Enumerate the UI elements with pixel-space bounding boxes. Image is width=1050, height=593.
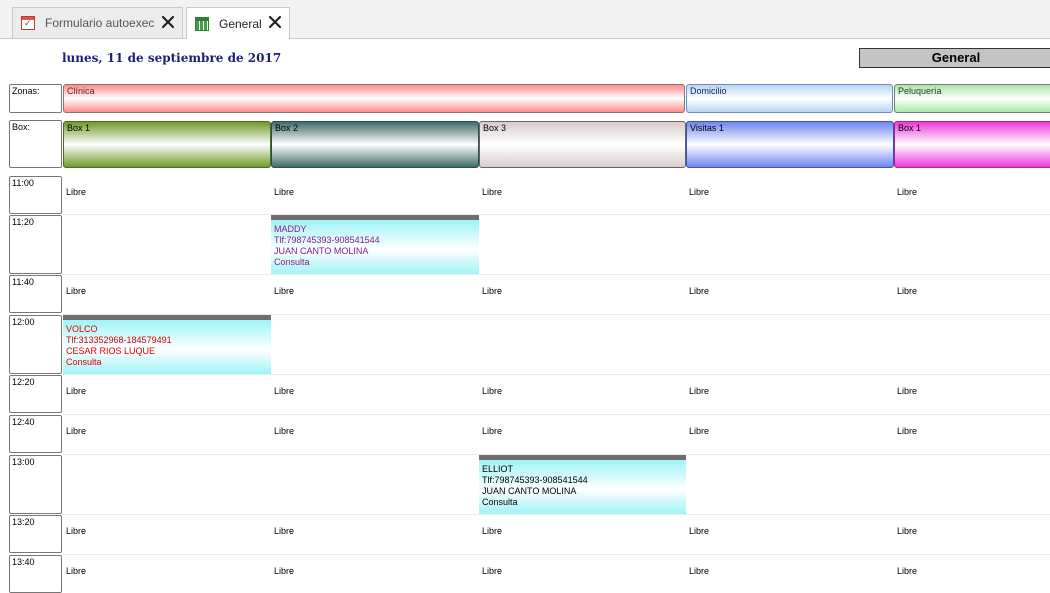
free-slot[interactable]: Libre (897, 566, 918, 576)
free-slot[interactable]: Libre (482, 526, 503, 536)
grid-table-icon (195, 16, 209, 31)
appointment-phone: Tlf:313352968-184579491 (66, 335, 172, 345)
free-slot[interactable]: Libre (897, 286, 918, 296)
zone-domicilio[interactable]: Domicilio (686, 84, 893, 113)
row-separator (63, 414, 1050, 415)
row-separator (63, 554, 1050, 555)
tab-bar: Formulario autoexec General (0, 0, 1050, 39)
free-slot[interactable]: Libre (482, 286, 503, 296)
appointment-professional: CESAR RIOS LUQUE (66, 346, 156, 356)
free-slot[interactable]: Libre (897, 386, 918, 396)
time-slot-label: 11:00 (9, 176, 62, 214)
row-separator (63, 374, 1050, 375)
row-separator (63, 214, 1050, 215)
close-icon[interactable] (268, 15, 282, 29)
free-slot[interactable]: Libre (897, 526, 918, 536)
row-separator (63, 314, 1050, 315)
row-separator (63, 514, 1050, 515)
box-header-visitas1[interactable]: Visitas 1 (686, 121, 894, 168)
free-slot[interactable]: Libre (66, 526, 87, 536)
free-slot[interactable]: Libre (274, 187, 295, 197)
free-slot[interactable]: Libre (689, 286, 710, 296)
free-slot[interactable]: Libre (897, 187, 918, 197)
zone-clinica[interactable]: Clínica (63, 84, 685, 113)
time-slot-label: 12:20 (9, 375, 62, 413)
free-slot[interactable]: Libre (274, 286, 295, 296)
time-slot-label: 13:20 (9, 515, 62, 553)
appointment-patient-name: ELLIOT (482, 464, 514, 474)
box-header-box3[interactable]: Box 3 (479, 121, 686, 168)
free-slot[interactable]: Libre (689, 566, 710, 576)
appointment-patient-name: MADDY (274, 224, 307, 234)
appointment-type: Consulta (482, 497, 518, 507)
appointment-card[interactable]: ELLIOT Tlf:798745393-908541544 JUAN CANTO … (479, 455, 686, 514)
free-slot[interactable]: Libre (689, 426, 710, 436)
free-slot[interactable]: Libre (66, 566, 87, 576)
appointment-card[interactable]: VOLCO Tlf:313352968-184579491 CESAR RIOS L… (63, 315, 271, 374)
free-slot[interactable]: Libre (689, 386, 710, 396)
row-separator (63, 274, 1050, 275)
time-slot-label: 11:40 (9, 275, 62, 313)
free-slot[interactable]: Libre (274, 386, 295, 396)
tab-formulario-autoexec[interactable]: Formulario autoexec (12, 7, 183, 38)
free-slot[interactable]: Libre (482, 426, 503, 436)
free-slot[interactable]: Libre (482, 187, 503, 197)
box-header-box1[interactable]: Box 1 (63, 121, 271, 168)
free-slot[interactable]: Libre (689, 187, 710, 197)
free-slot[interactable]: Libre (689, 526, 710, 536)
zones-label: Zonas: (9, 84, 62, 113)
free-slot[interactable]: Libre (66, 426, 87, 436)
free-slot[interactable]: Libre (274, 566, 295, 576)
time-slot-label: 12:00 (9, 315, 62, 374)
time-slot-label: 13:00 (9, 455, 62, 514)
time-slot-label: 13:40 (9, 555, 62, 593)
zone-peluqueria[interactable]: Peluquería (894, 84, 1050, 113)
free-slot[interactable]: Libre (482, 566, 503, 576)
appointment-phone: Tlf:798745393-908541544 (482, 475, 588, 485)
free-slot[interactable]: Libre (66, 386, 87, 396)
close-icon[interactable] (161, 15, 175, 29)
free-slot[interactable]: Libre (66, 187, 87, 197)
tab-general[interactable]: General (186, 7, 290, 39)
box-label: Box: (9, 120, 62, 168)
box-header-box1-peluqueria[interactable]: Box 1 (894, 121, 1050, 168)
free-slot[interactable]: Libre (482, 386, 503, 396)
time-slot-label: 12:40 (9, 415, 62, 453)
appointment-type: Consulta (274, 257, 310, 267)
free-slot[interactable]: Libre (897, 426, 918, 436)
appointment-professional: JUAN CANTO MOLINA (274, 246, 369, 256)
tab-label: Formulario autoexec (45, 16, 155, 30)
free-slot[interactable]: Libre (274, 426, 295, 436)
appointment-card[interactable]: MADDY Tlf:798745393-908541544 JUAN CANTO M… (271, 215, 479, 274)
row-separator (63, 454, 1050, 455)
appointment-phone: Tlf:798745393-908541544 (274, 235, 380, 245)
free-slot[interactable]: Libre (66, 286, 87, 296)
date-title: lunes, 11 de septiembre de 2017 (62, 51, 282, 65)
free-slot[interactable]: Libre (274, 526, 295, 536)
appointment-professional: JUAN CANTO MOLINA (482, 486, 577, 496)
tab-label: General (219, 16, 262, 31)
view-title-button[interactable]: General (859, 48, 1050, 68)
calendar-check-icon (21, 16, 35, 30)
time-slot-label: 11:20 (9, 215, 62, 274)
box-header-box2[interactable]: Box 2 (271, 121, 479, 168)
appointment-type: Consulta (66, 357, 102, 367)
appointment-patient-name: VOLCO (66, 324, 98, 334)
